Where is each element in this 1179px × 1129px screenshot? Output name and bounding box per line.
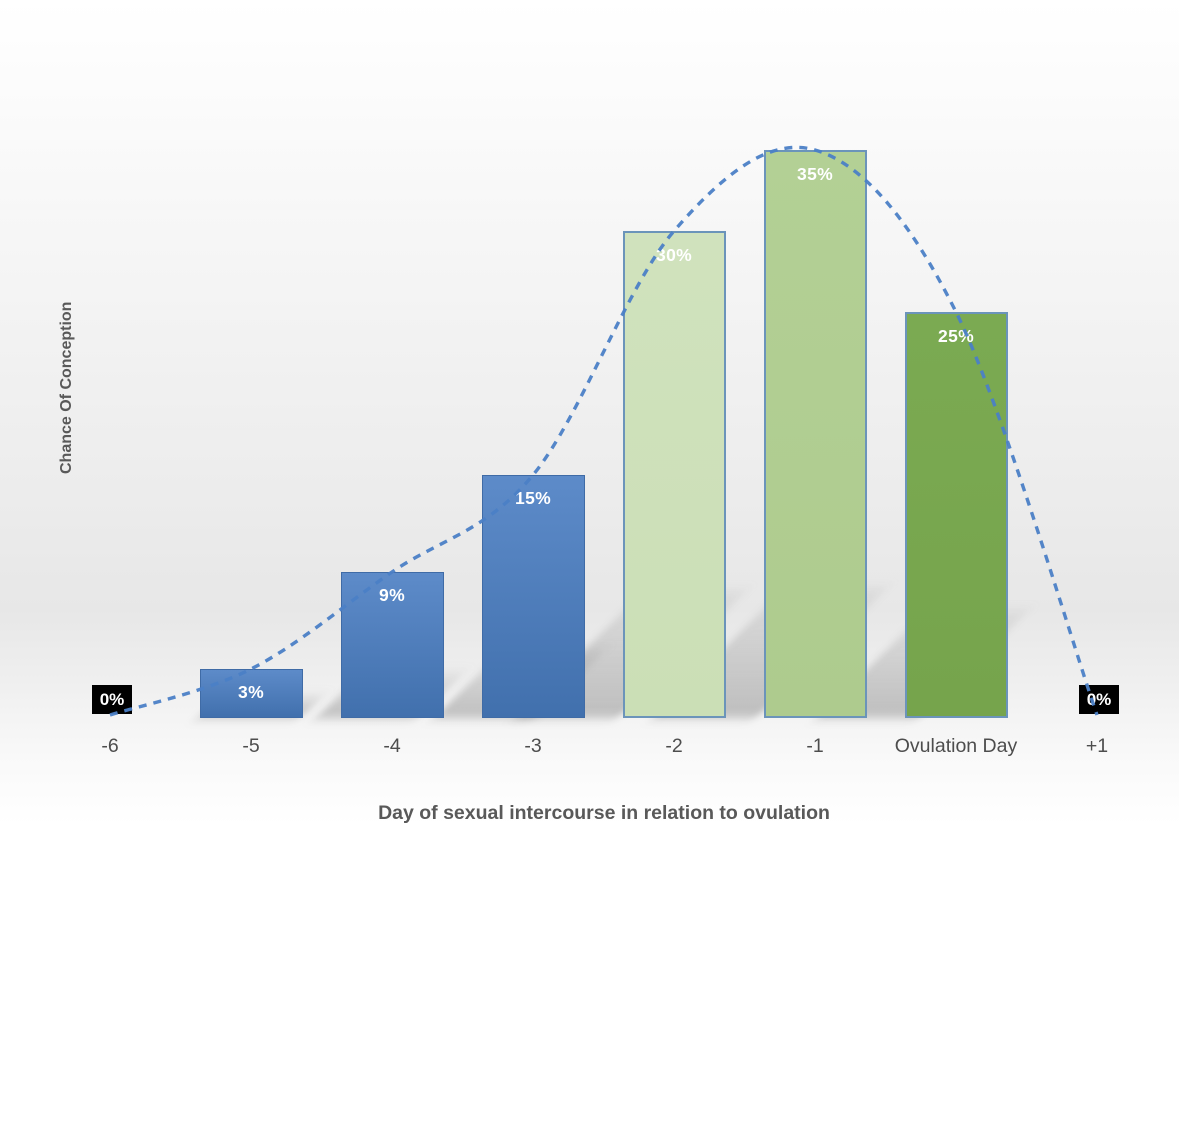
x-tick-7: +1 xyxy=(1085,735,1109,757)
x-tick-2: -4 xyxy=(383,735,401,757)
bar-value-label: 30% xyxy=(656,245,692,265)
y-axis-title: Chance Of Conception xyxy=(58,301,75,475)
bar-value-label: 25% xyxy=(938,326,974,346)
x-axis-title: Day of sexual intercourse in relation to… xyxy=(378,802,830,824)
x-tick-4: -2 xyxy=(665,735,683,757)
bar-2: 9% xyxy=(340,572,444,718)
x-tick-1: -5 xyxy=(242,735,260,757)
zero-value-label: 0% xyxy=(92,685,132,714)
bar-value-label: 9% xyxy=(379,585,405,605)
bar-value-label: 3% xyxy=(238,682,264,702)
x-tick-0: -6 xyxy=(101,735,119,757)
bar-4: 30% xyxy=(622,231,726,718)
bar-value-label: 15% xyxy=(515,488,551,508)
x-tick-5: -1 xyxy=(806,735,824,757)
x-tick-6: Ovulation Day xyxy=(894,735,1018,757)
bar-3: 15% xyxy=(481,475,585,718)
bar-value-label: 35% xyxy=(797,164,833,184)
bar-1: 3% xyxy=(199,669,303,718)
bar-6: 25% xyxy=(904,312,1008,718)
x-tick-3: -3 xyxy=(524,735,542,757)
bar-5: 35% xyxy=(763,150,867,718)
zero-value-label: 0% xyxy=(1079,685,1119,714)
